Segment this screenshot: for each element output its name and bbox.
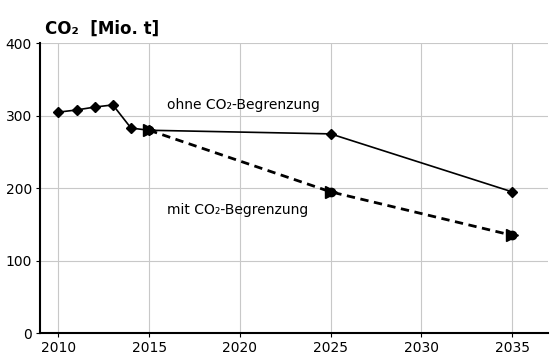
Text: mit CO₂-Begrenzung: mit CO₂-Begrenzung (167, 203, 309, 217)
Text: CO₂  [Mio. t]: CO₂ [Mio. t] (45, 19, 160, 38)
Text: ohne CO₂-Begrenzung: ohne CO₂-Begrenzung (167, 97, 320, 112)
